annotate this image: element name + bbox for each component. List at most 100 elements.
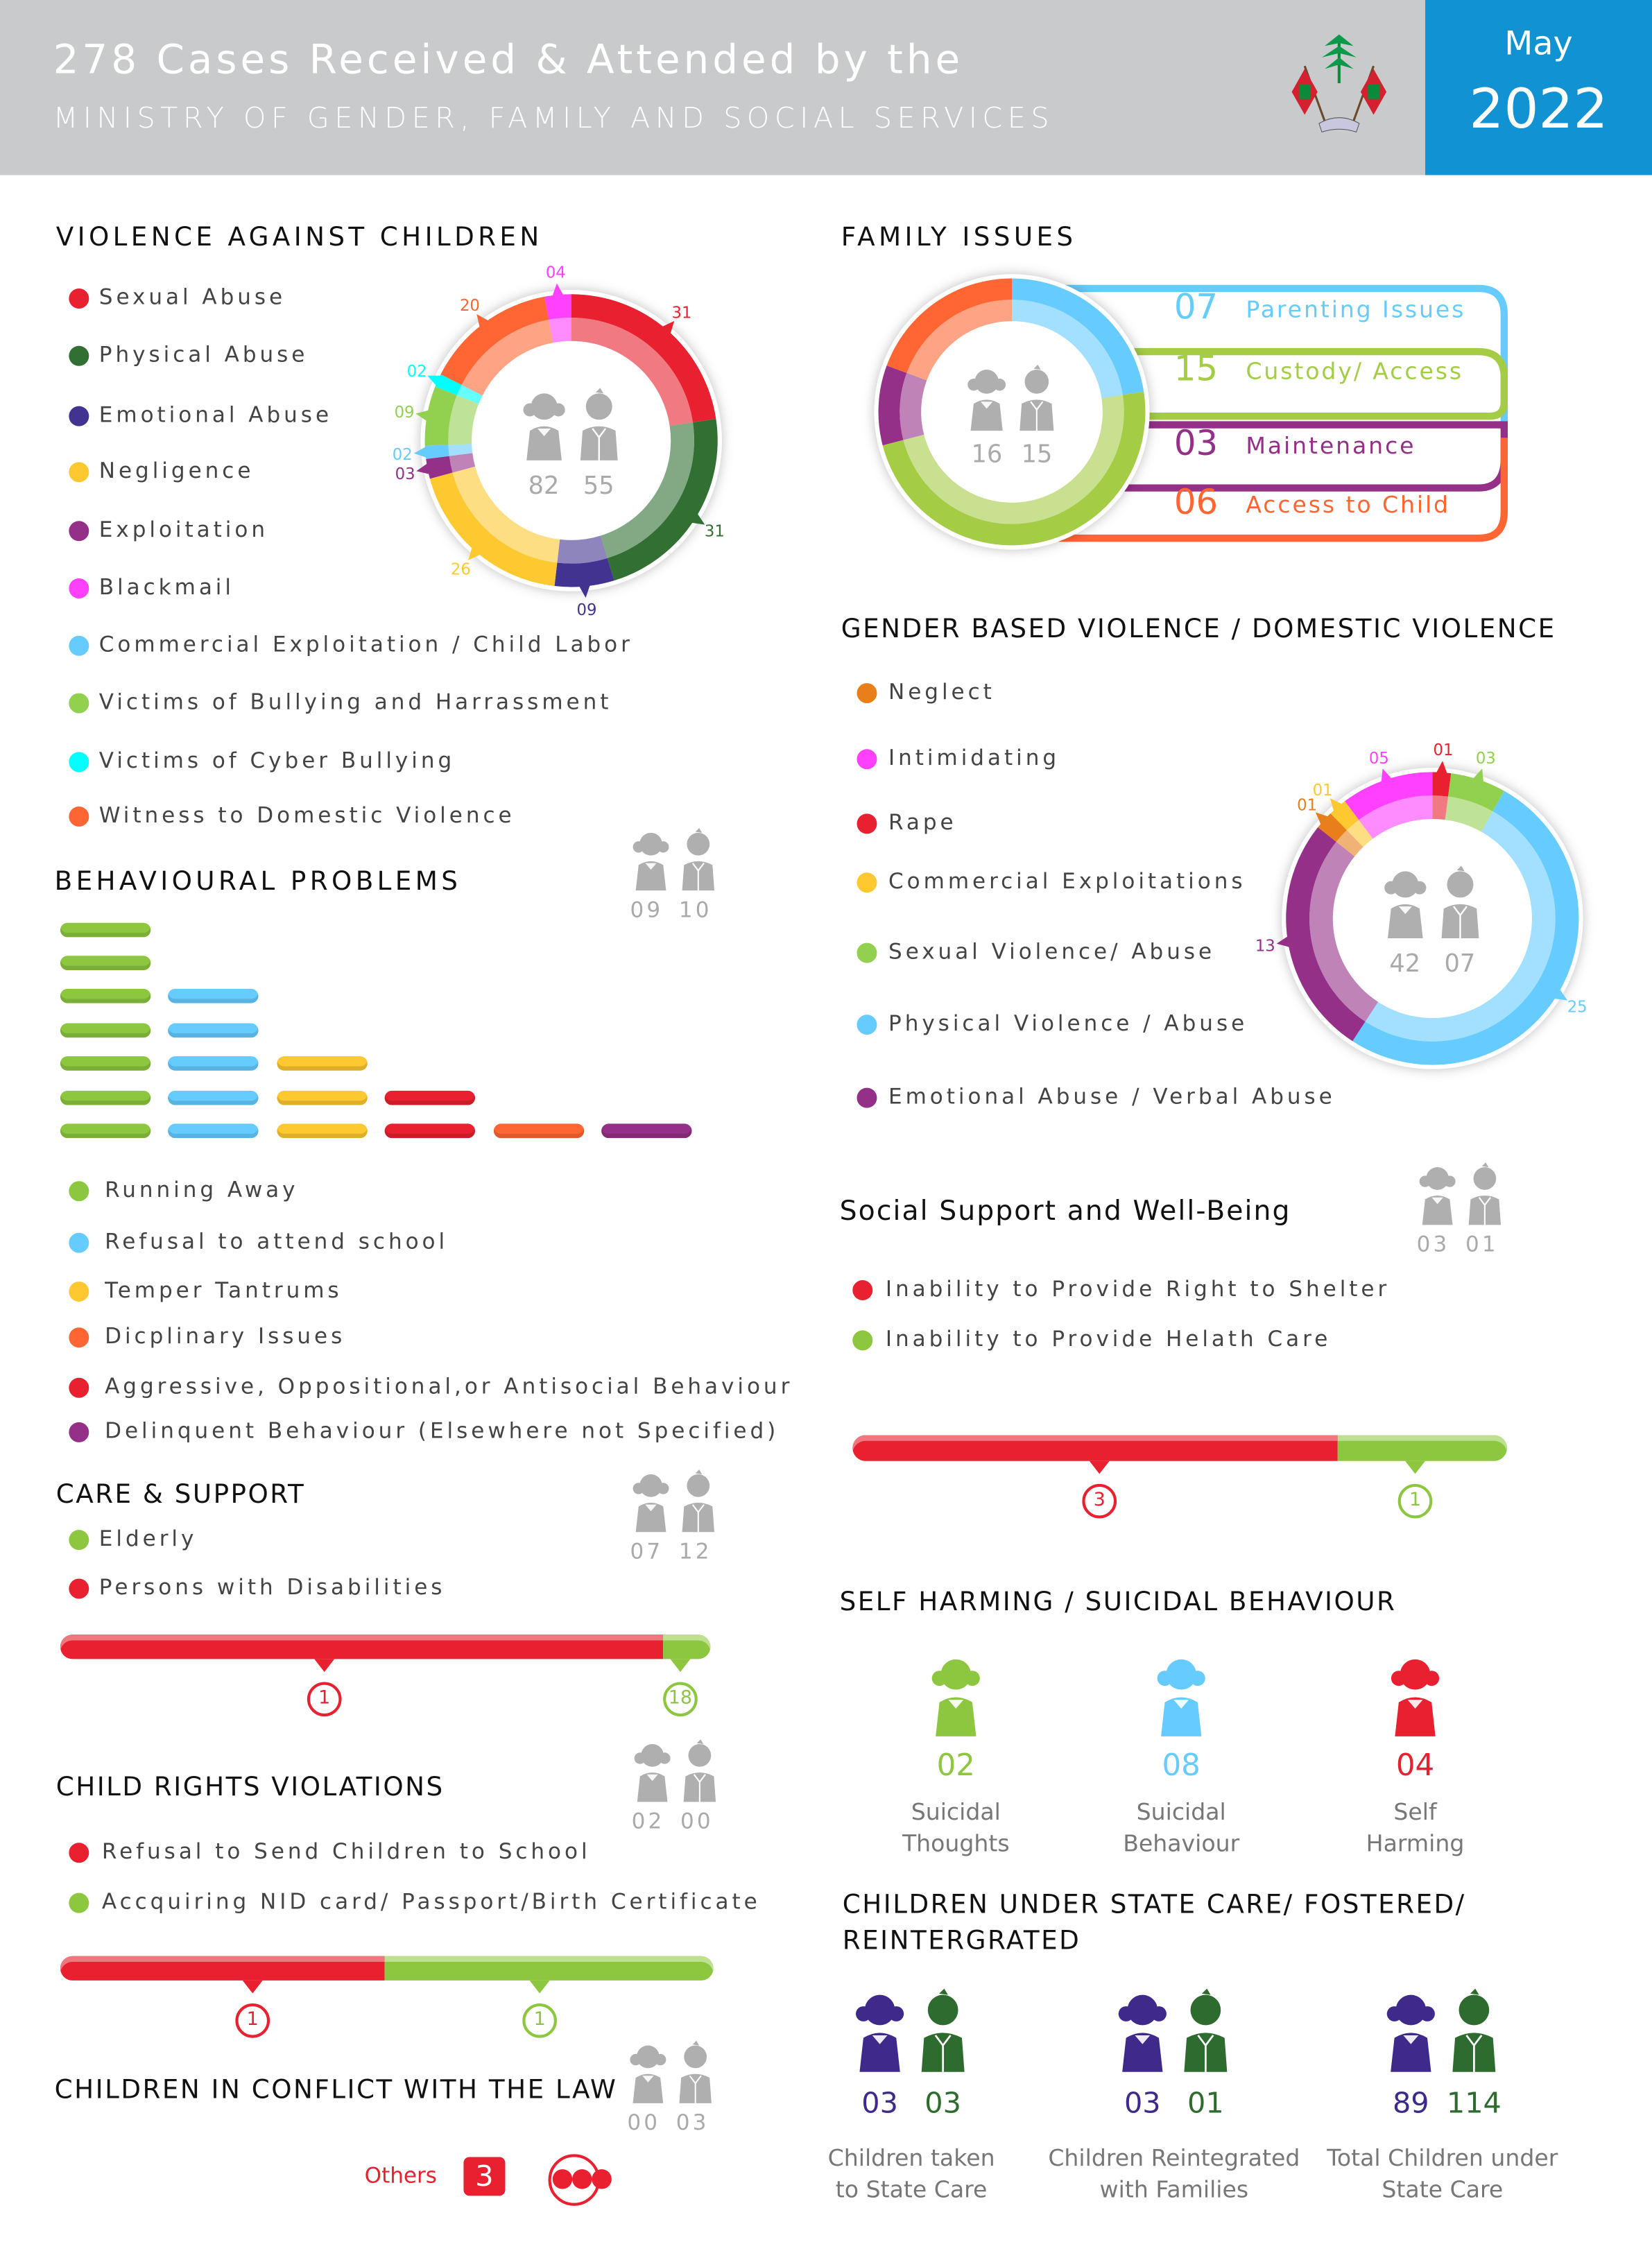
donut-pointer xyxy=(1381,768,1393,783)
behaviour-legend-label: Aggressive, Oppositional,or Antisocial B… xyxy=(105,1373,793,1399)
donut-slice-inner xyxy=(449,453,476,473)
state-care-label: to State Care xyxy=(835,2175,988,2203)
donut-value-label: 01 xyxy=(1297,797,1317,815)
split-bar-left xyxy=(60,1956,385,1981)
behaviour-bar-segment xyxy=(60,1123,151,1139)
value-marker: 1 xyxy=(235,2003,270,2038)
marker-pointer xyxy=(1089,1460,1110,1474)
behaviour-legend-dot xyxy=(69,1232,89,1253)
social-legend-dot xyxy=(852,1330,873,1351)
behaviour-bar-segment xyxy=(168,1056,259,1071)
behaviour-bar-segment xyxy=(384,1089,476,1105)
violence-legend-label: Victims of Cyber Bullying xyxy=(98,748,456,774)
split-bar-left xyxy=(852,1435,1338,1461)
donut-slice-inner xyxy=(571,318,694,426)
violence-legend-dot xyxy=(69,578,89,598)
girl-boy-icon xyxy=(1386,1987,1497,2073)
marker-pointer xyxy=(242,1980,263,1994)
donut-value-label: 26 xyxy=(451,561,471,579)
family-issue-label: Access to Child xyxy=(1246,490,1450,519)
child-rights-heading: CHILD RIGHTS VIOLATIONS xyxy=(55,1772,445,1803)
donut-pointer xyxy=(1472,768,1484,783)
violence-legend-label: Exploitation xyxy=(98,517,268,543)
boys-count: 01 xyxy=(1187,2085,1224,2120)
behaviour-bar-segment xyxy=(601,1123,692,1139)
donut-slice-inner xyxy=(461,319,553,396)
boys-count: 03 xyxy=(924,2085,961,2120)
gbv-legend-dot xyxy=(857,683,877,704)
violence-legend-label: Emotional Abuse xyxy=(98,402,333,428)
rights-legend-label: Refusal to Send Children to School xyxy=(101,1838,591,1865)
donut-value-label: 01 xyxy=(1313,782,1333,800)
header-year: 2022 xyxy=(1469,77,1608,141)
donut-value-label: 03 xyxy=(1476,750,1496,768)
behaviour-bar-segment xyxy=(277,1089,368,1105)
donut-slice-inner xyxy=(903,395,1124,524)
violence-legend-label: Physical Abuse xyxy=(98,341,309,368)
girls-count: 16 xyxy=(971,440,1003,470)
gbv-legend-label: Intimidating xyxy=(888,745,1060,771)
donut-value-label: 13 xyxy=(1255,938,1275,956)
self-harm-label: Behaviour xyxy=(1123,1829,1240,1857)
donut-pointer xyxy=(413,446,428,458)
rights-legend-label: Accquiring NID card/ Passport/Birth Cert… xyxy=(101,1888,761,1915)
gbv-legend-label: Commercial Exploitations xyxy=(888,868,1246,895)
date-panel xyxy=(1425,0,1652,175)
donut-value-label: 04 xyxy=(546,264,566,282)
girl-boy-icon xyxy=(1384,865,1480,940)
donut-slice-outer xyxy=(882,391,1146,546)
donut-slice-outer xyxy=(440,296,549,386)
donut-slice-inner xyxy=(557,535,608,564)
family-issue-label: Parenting Issues xyxy=(1246,295,1466,323)
care-support-heading: CARE & SUPPORT xyxy=(55,1479,306,1510)
donut-slice-outer xyxy=(424,445,449,459)
family-issue-count: 15 xyxy=(1173,348,1219,389)
girl-boy-icon xyxy=(630,2039,712,2104)
donut-slice-inner xyxy=(1365,811,1556,1042)
marker-pointer xyxy=(314,1659,335,1672)
behaviour-bar-segment xyxy=(60,1056,151,1071)
donut-slice-outer xyxy=(1448,773,1504,811)
family-issue-label: Maintenance xyxy=(1246,431,1416,460)
family-issue-count: 07 xyxy=(1173,286,1219,327)
donut-value-label: 09 xyxy=(577,601,597,619)
girl-boy-icon xyxy=(523,387,619,462)
boys-count: 15 xyxy=(1021,440,1053,470)
behaviour-bar-segment xyxy=(168,989,259,1004)
gbv-legend-label: Sexual Violence/ Abuse xyxy=(888,938,1216,965)
donut-slice-inner xyxy=(900,372,927,440)
social-legend-dot xyxy=(852,1279,873,1300)
header-title: 278 Cases Received & Attended by the xyxy=(53,35,964,84)
family-issue-label: Custody/ Access xyxy=(1246,357,1464,385)
state-care-label: with Families xyxy=(1099,2175,1249,2203)
violence-legend-label: Witness to Domestic Violence xyxy=(98,802,515,829)
girls-count: 03 xyxy=(1416,1231,1450,1257)
donut-slice-outer xyxy=(1345,772,1433,820)
violence-heading: VIOLENCE AGAINST CHILDREN xyxy=(55,222,543,253)
split-bar-right xyxy=(384,1956,714,1981)
donut-pointer xyxy=(1436,761,1448,775)
violence-legend-label: Blackmail xyxy=(98,573,235,601)
behaviour-bar-segment xyxy=(168,1123,259,1139)
violence-legend-dot xyxy=(69,693,89,714)
donut-slice-outer xyxy=(1432,772,1452,797)
state-care-heading-line2: REINTERGRATED xyxy=(842,1926,1081,1956)
violence-legend-dot xyxy=(69,807,89,827)
behaviour-bar-segment xyxy=(60,989,151,1004)
donut-slice-inner xyxy=(549,318,571,343)
behaviour-bar-segment xyxy=(277,1056,368,1071)
person-icon xyxy=(931,1659,980,1736)
self-harm-count: 02 xyxy=(936,1748,975,1783)
donut-slice-inner xyxy=(1445,796,1493,832)
donut-pointer xyxy=(1315,812,1330,826)
self-harm-label: Thoughts xyxy=(902,1829,1010,1857)
state-care-heading-line1: CHILDREN UNDER STATE CARE/ FOSTERED/ xyxy=(842,1890,1466,1920)
boys-count: 12 xyxy=(678,1538,712,1564)
conflict-law-heading: CHILDREN IN CONFLICT WITH THE LAW xyxy=(54,2075,618,2105)
violence-legend-dot xyxy=(69,288,89,309)
behaviour-bar-segment xyxy=(168,1023,259,1037)
gbv-legend-dot xyxy=(857,749,877,770)
donut-slice-outer xyxy=(878,365,907,446)
